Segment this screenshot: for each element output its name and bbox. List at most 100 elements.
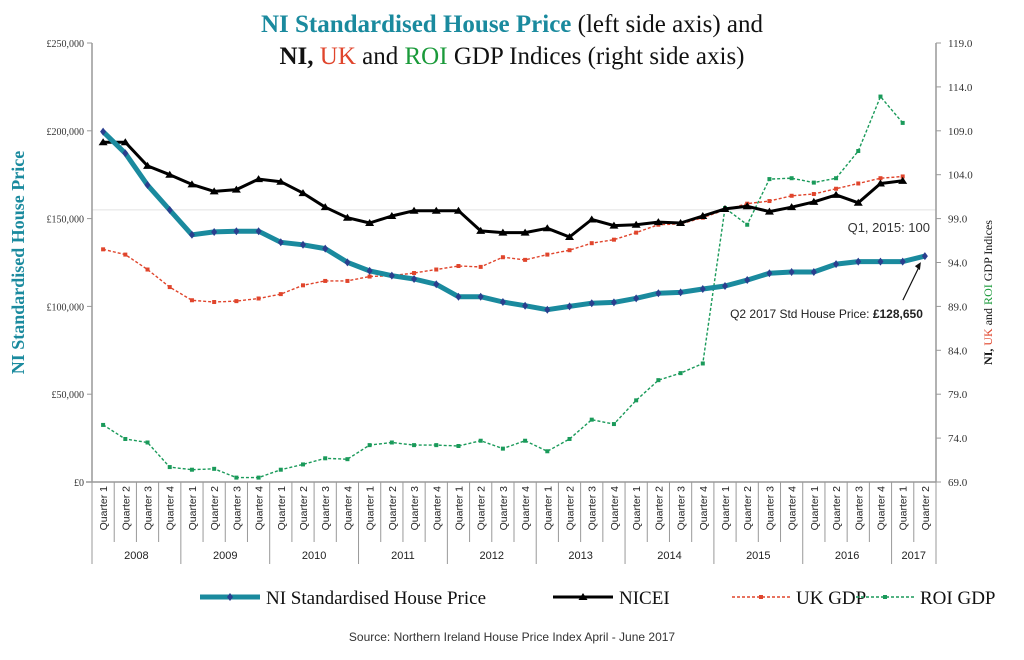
legend-swatch-marker — [227, 593, 233, 601]
data-point — [478, 438, 483, 443]
data-point — [653, 218, 663, 226]
quarter-label: Quarter 2 — [565, 486, 577, 531]
data-point — [122, 149, 129, 158]
data-point — [878, 94, 883, 99]
axes: £0 £50,000 £100,000 £150,000 £200,000 £250,00… — [8, 38, 995, 564]
data-point — [764, 207, 774, 215]
data-point — [323, 456, 328, 461]
data-point — [323, 278, 328, 283]
quarter-label: Quarter 1 — [898, 486, 910, 531]
right-tick-label: 104.0 — [948, 170, 973, 182]
data-point — [478, 264, 483, 269]
data-point — [655, 289, 662, 298]
series-ni-standardised-house-price — [100, 127, 928, 314]
quarter-label: Quarter 1 — [187, 486, 199, 531]
quarter-label: Quarter 2 — [120, 486, 132, 531]
year-label: 2011 — [391, 550, 415, 562]
data-point — [834, 176, 839, 181]
quarter-label: Quarter 1 — [809, 486, 821, 531]
data-point — [900, 120, 905, 125]
left-tick-label: £250,000 — [47, 39, 85, 50]
series-roi-gdp — [101, 94, 905, 480]
quarter-label: Quarter 3 — [409, 486, 421, 531]
data-point — [610, 298, 617, 307]
quarter-label: Quarter 1 — [365, 486, 377, 531]
data-point — [545, 252, 550, 257]
data-point — [877, 257, 884, 266]
y-axis-label-left: NI Standardised House Price — [8, 151, 28, 375]
data-point — [631, 220, 641, 228]
data-point — [256, 296, 261, 301]
data-point — [766, 269, 773, 278]
data-point — [677, 288, 684, 297]
legend-item-ni-standardised-house-price: NI Standardised House Price — [200, 588, 486, 609]
y-axis-label-right-part: and — [981, 305, 995, 328]
data-point — [101, 422, 106, 427]
year-label: 2010 — [302, 550, 326, 562]
legend-item-uk-gdp: UK GDP — [732, 588, 866, 609]
quarter-label: Quarter 2 — [831, 486, 843, 531]
data-point — [211, 227, 218, 236]
legend-label: NI Standardised House Price — [266, 588, 486, 609]
data-point — [833, 260, 840, 269]
data-point — [500, 255, 505, 260]
right-tick-label: 69.0 — [948, 477, 968, 489]
data-point — [588, 299, 595, 308]
quarter-label: Quarter 2 — [387, 486, 399, 531]
data-point — [187, 180, 197, 188]
data-point — [476, 226, 486, 234]
y-axis-label-right-part: ROI — [981, 284, 995, 305]
quarter-label: Quarter 1 — [453, 486, 465, 531]
data-point — [856, 181, 861, 186]
data-point — [544, 305, 551, 314]
legend-swatch-marker — [578, 593, 588, 600]
data-point — [387, 211, 397, 219]
data-point — [875, 179, 885, 187]
data-point — [788, 267, 795, 276]
series-line — [103, 140, 903, 239]
data-point — [233, 227, 240, 236]
data-point — [278, 292, 283, 297]
right-tick-label: 99.0 — [948, 214, 968, 226]
quarter-label: Quarter 3 — [764, 486, 776, 531]
year-label: 2009 — [213, 550, 237, 562]
data-point — [256, 475, 261, 480]
annotations: Q2 2017 Std House Price: £128,650 — [730, 262, 923, 321]
right-tick-label: 79.0 — [948, 389, 968, 401]
annotation-text: Q2 2017 Std House Price: £128,650 — [730, 307, 923, 321]
data-point — [634, 230, 639, 235]
data-point — [455, 292, 462, 301]
data-point — [189, 467, 194, 472]
data-point — [145, 440, 150, 445]
data-point — [523, 438, 528, 443]
left-tick-label: £100,000 — [47, 302, 85, 313]
quarter-label: Quarter 3 — [676, 486, 688, 531]
data-point — [101, 247, 106, 252]
year-label: 2014 — [657, 550, 681, 562]
series-group — [98, 94, 928, 480]
title-line-2-part: ROI — [405, 43, 448, 70]
quarter-label: Quarter 2 — [298, 486, 310, 531]
data-point — [434, 443, 439, 448]
data-point — [345, 278, 350, 283]
data-point — [412, 443, 417, 448]
data-point — [234, 475, 239, 480]
quarter-label: Quarter 1 — [276, 486, 288, 531]
year-label: 2017 — [902, 550, 926, 562]
y-axis-label-right-part: UK — [981, 328, 995, 346]
right-tick-label: 84.0 — [948, 345, 968, 357]
data-point — [831, 190, 841, 198]
data-point — [878, 176, 883, 181]
annotation-value: £128,650 — [873, 307, 923, 321]
legend-item-roi-gdp: ROI GDP — [856, 588, 995, 609]
legend-swatch-marker — [883, 595, 887, 599]
legend-item-nicei: NICEI — [553, 588, 670, 609]
data-point — [209, 187, 219, 195]
series-line — [101, 129, 926, 313]
data-point — [477, 292, 484, 301]
quarter-label: Quarter 2 — [476, 486, 488, 531]
data-point — [367, 274, 372, 279]
right-tick-label: 119.0 — [948, 38, 973, 50]
data-point — [834, 186, 839, 191]
